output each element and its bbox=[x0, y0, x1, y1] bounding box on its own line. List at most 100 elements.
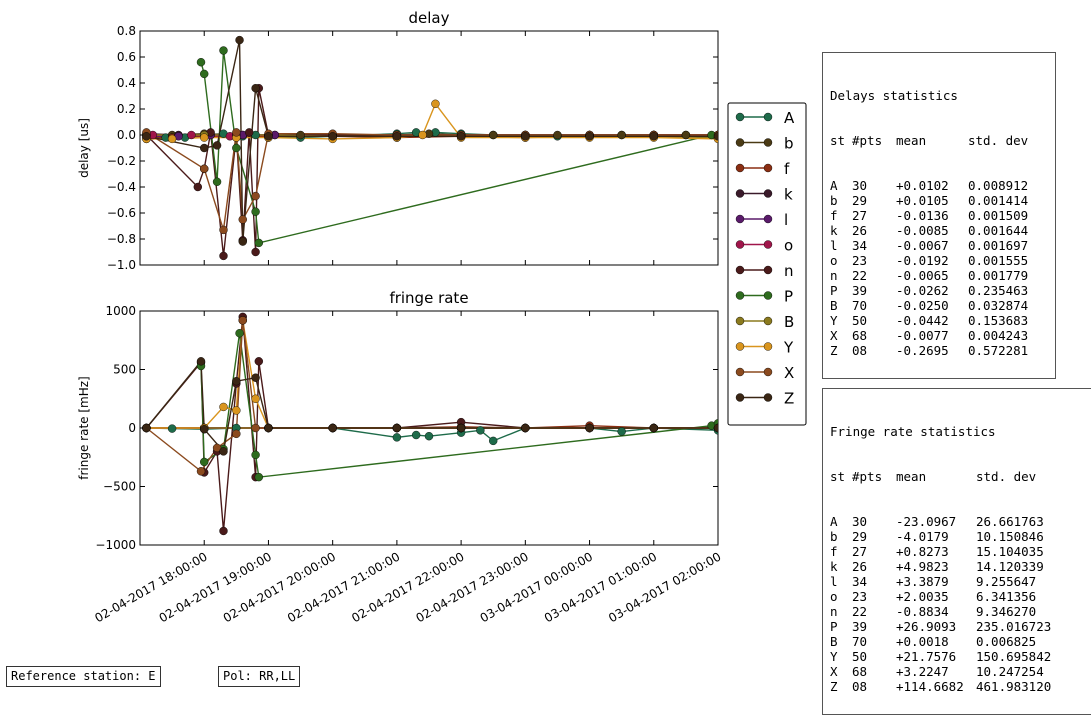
delay-stat-row-f: f 27 -0.0136 0.001509 bbox=[830, 208, 1048, 223]
delay-stat-cell-std: 0.572281 bbox=[968, 343, 1029, 358]
rate-point-A bbox=[424, 431, 434, 441]
rate-point-Z bbox=[713, 423, 718, 433]
delay-stat-cell-npts: 39 bbox=[852, 283, 868, 298]
delay-stat-cell-std: 0.001509 bbox=[968, 208, 1029, 223]
legend-marker-P bbox=[763, 291, 773, 300]
rate-ytick-label: 1000 bbox=[105, 304, 136, 318]
delay-point-b bbox=[553, 130, 562, 140]
delay-statistics-header: st #pts mean std. dev bbox=[830, 133, 1048, 148]
delay-stat-cell-station: Y bbox=[830, 313, 838, 328]
delay-stat-cell-npts: 29 bbox=[852, 193, 868, 208]
rate-point-Z bbox=[219, 447, 228, 456]
header-mean: mean bbox=[896, 133, 927, 148]
delay-stat-row-k: k 26 -0.0085 0.001644 bbox=[830, 223, 1048, 238]
rate-point-Z bbox=[456, 423, 466, 433]
rate-stat-cell-npts: 30 bbox=[852, 514, 868, 529]
delay-stat-cell-station: n bbox=[830, 268, 838, 283]
rate-stat-cell-mean: -0.8834 bbox=[896, 604, 949, 619]
delay-point-P bbox=[219, 46, 228, 55]
rate-stat-cell-station: f bbox=[830, 544, 838, 559]
delay-stat-cell-npts: 34 bbox=[852, 238, 868, 253]
legend-label-k: k bbox=[784, 186, 793, 204]
reference-station-box: Reference station: E bbox=[6, 666, 161, 687]
legend-marker-n bbox=[735, 265, 745, 275]
fringe-rate-statistics-box: Fringe rate statistics st #pts mean std. de… bbox=[822, 388, 1091, 715]
fringe-rate-statistics-header: st #pts mean std. dev bbox=[830, 469, 1090, 484]
rate-point-X bbox=[251, 423, 260, 433]
delay-point-Z bbox=[264, 132, 273, 141]
delay-ytick-label: −0.8 bbox=[107, 232, 136, 246]
legend-label-P: P bbox=[784, 288, 793, 306]
delay-stat-cell-std: 0.001644 bbox=[968, 223, 1029, 238]
rate-xtick-label: 02-04-2017 23:00:00 bbox=[413, 549, 530, 625]
rate-line-Z bbox=[145, 359, 718, 453]
rate-stat-cell-std: 10.150846 bbox=[976, 529, 1044, 544]
delay-statistics-box: Delays statistics st #pts mean std. dev A 30… bbox=[822, 52, 1056, 379]
delay-stat-cell-mean: -0.0077 bbox=[896, 328, 949, 343]
rate-stat-cell-mean: -23.0967 bbox=[896, 514, 957, 529]
rate-point-X bbox=[238, 316, 247, 325]
rate-xtick-label: 03-04-2017 00:00:00 bbox=[478, 549, 595, 625]
rate-ytick-label: −1000 bbox=[95, 538, 136, 552]
legend-marker-A bbox=[763, 112, 773, 122]
delay-point-Z bbox=[238, 237, 247, 246]
legend-label-B: B bbox=[784, 313, 794, 331]
legend-marker-B bbox=[735, 316, 745, 326]
delay-point-Y bbox=[418, 130, 427, 140]
delay-point-P bbox=[212, 177, 222, 187]
rate-stat-cell-npts: 22 bbox=[852, 604, 868, 619]
rate-point-A bbox=[489, 436, 498, 446]
delay-point-Z bbox=[392, 132, 402, 141]
delay-stat-cell-mean: -0.0442 bbox=[896, 313, 949, 328]
legend-label-b: b bbox=[784, 135, 794, 153]
rate-xtick-label: 02-04-2017 22:00:00 bbox=[349, 549, 466, 625]
legend-marker-b bbox=[735, 138, 745, 147]
delay-point-Z bbox=[200, 143, 209, 153]
delay-point-n bbox=[193, 182, 203, 192]
rate-point-Z bbox=[392, 423, 402, 433]
delay-ytick-label: 0.4 bbox=[117, 76, 136, 90]
delay-ytick-label: 0.0 bbox=[117, 128, 136, 142]
delay-point-n bbox=[244, 128, 254, 137]
delay-point-X bbox=[200, 164, 209, 174]
legend-marker-l bbox=[763, 214, 773, 224]
delay-stat-row-Z: Z 08 -0.2695 0.572281 bbox=[830, 343, 1048, 358]
rate-point-n bbox=[219, 526, 228, 536]
rate-stat-row-n: n 22 -0.8834 9.346270 bbox=[830, 604, 1090, 619]
delay-stat-cell-station: b bbox=[830, 193, 838, 208]
rate-xtick-label: 02-04-2017 20:00:00 bbox=[221, 549, 338, 625]
delay-statistics-title: Delays statistics bbox=[830, 88, 958, 103]
rate-stat-cell-station: o bbox=[830, 589, 838, 604]
rate-point-Y bbox=[219, 402, 228, 412]
legend-marker-f bbox=[735, 163, 745, 173]
legend-marker-b bbox=[763, 138, 773, 147]
legend-label-A: A bbox=[784, 109, 795, 127]
delay-stat-cell-mean: -0.0136 bbox=[896, 208, 949, 223]
rate-stat-cell-npts: 29 bbox=[852, 529, 868, 544]
delay-stat-cell-mean: -0.0085 bbox=[896, 223, 949, 238]
legend-marker-n bbox=[763, 265, 773, 275]
delay-stat-row-n: n 22 -0.0065 0.001779 bbox=[830, 268, 1048, 283]
legend-label-X: X bbox=[784, 364, 794, 382]
delay-stat-cell-station: P bbox=[830, 283, 838, 298]
delay-stat-cell-station: o bbox=[830, 253, 838, 268]
delay-stat-row-Y: Y 50 -0.0442 0.153683 bbox=[830, 313, 1048, 328]
rate-point-Z bbox=[649, 423, 658, 433]
delay-point-Z bbox=[212, 141, 222, 150]
legend-marker-Z bbox=[735, 393, 745, 402]
rate-stat-cell-npts: 26 bbox=[852, 559, 868, 574]
delay-point-Z bbox=[456, 132, 466, 141]
delay-point-Z bbox=[142, 132, 151, 141]
legend-marker-Z bbox=[763, 393, 773, 402]
delay-stat-cell-npts: 68 bbox=[852, 328, 868, 343]
rate-stat-cell-npts: 23 bbox=[852, 589, 868, 604]
header-mean: mean bbox=[896, 469, 927, 484]
delay-ytick-label: −0.2 bbox=[107, 154, 136, 168]
delay-stat-cell-npts: 50 bbox=[852, 313, 868, 328]
rate-point-Y bbox=[251, 394, 260, 403]
rate-stat-cell-mean: +0.0018 bbox=[896, 634, 949, 649]
delay-stat-cell-npts: 26 bbox=[852, 223, 868, 238]
rate-stat-cell-mean: -4.0179 bbox=[896, 529, 949, 544]
delay-stat-row-B: B 70 -0.0250 0.032874 bbox=[830, 298, 1048, 313]
rate-point-P bbox=[251, 450, 260, 460]
